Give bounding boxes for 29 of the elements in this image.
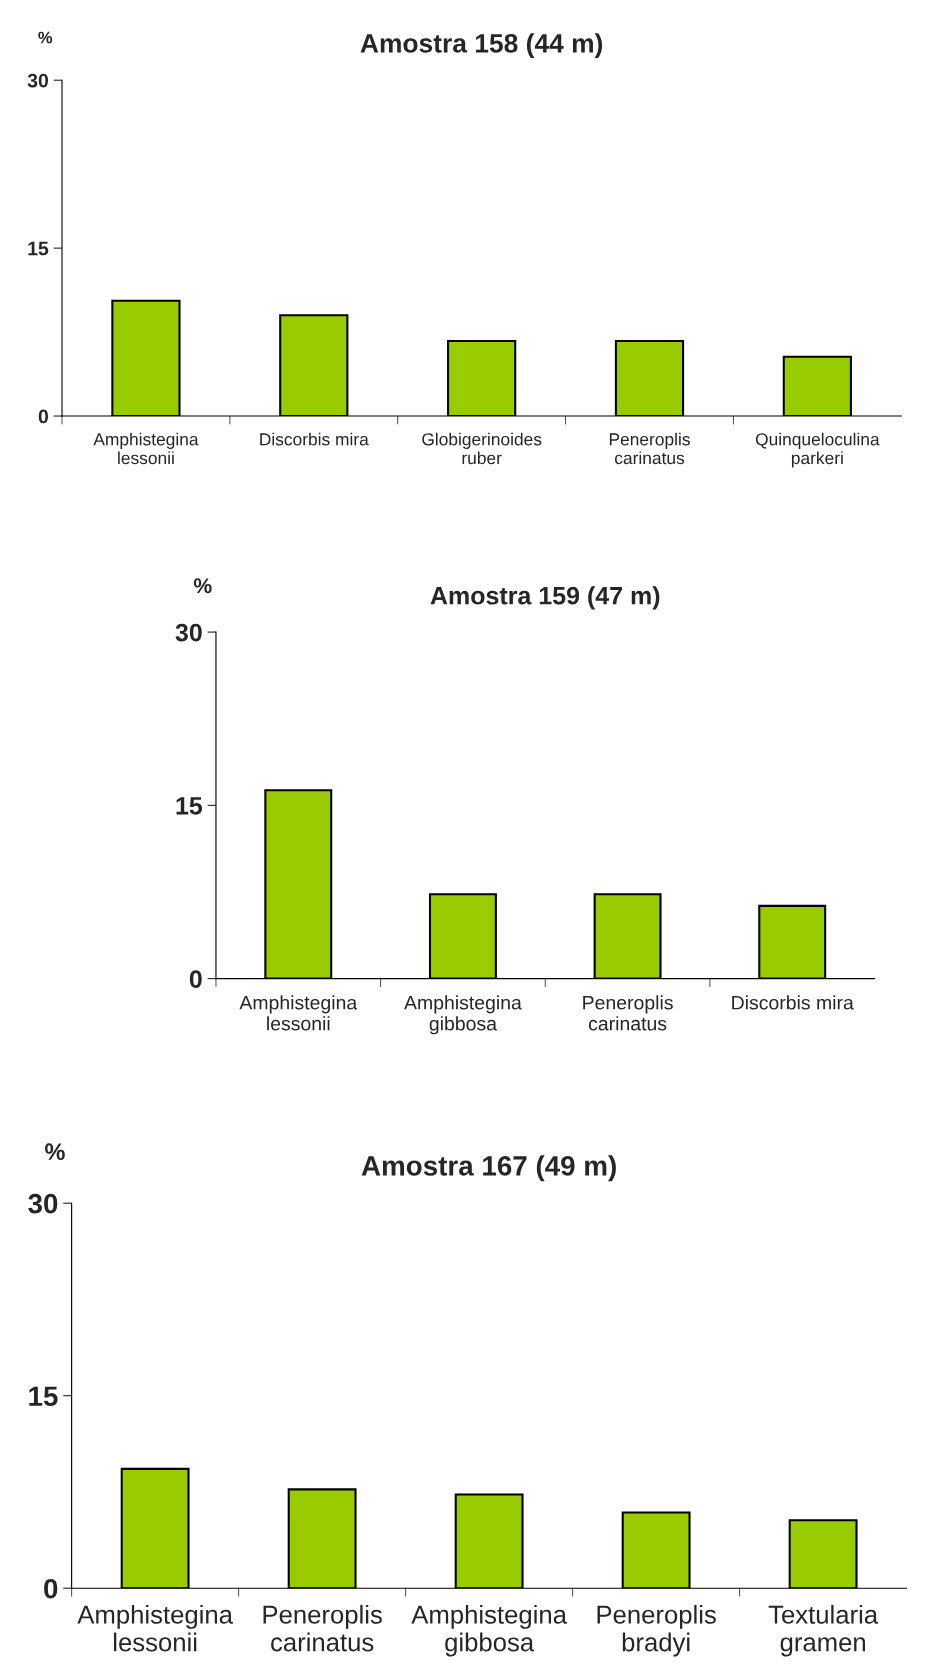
x-tick-label: Peneroplis carinatus bbox=[583, 995, 673, 1031]
x-tick-label: Amphistegina lessonii bbox=[239, 995, 358, 1031]
y-axis-title: % bbox=[45, 1143, 65, 1160]
x-tick-label: Amphistegina lessonii bbox=[77, 1604, 233, 1652]
chart-title: Amostra 159 (47 m) bbox=[430, 586, 660, 610]
chart-title: Amostra 167 (49 m) bbox=[361, 1155, 616, 1182]
x-tick-label: Quinqueloculina parkeri bbox=[755, 432, 880, 468]
y-tick-label: 0 bbox=[189, 970, 202, 988]
x-tick-label: Discorbis mira bbox=[260, 432, 369, 446]
y-tick-label: 15 bbox=[29, 1386, 58, 1407]
x-tick-label: Amphistegina gibbosa bbox=[404, 995, 522, 1035]
x-tick-label: Amphistegina gibbosa bbox=[411, 1604, 567, 1657]
y-tick-label: 0 bbox=[44, 1578, 58, 1599]
x-tick-label: Peneroplis carinatus bbox=[263, 1604, 382, 1652]
y-axis-title: % bbox=[38, 31, 53, 44]
y-tick-label: 0 bbox=[38, 409, 49, 424]
y-tick-label: 15 bbox=[176, 797, 203, 815]
y-tick-label: 30 bbox=[175, 623, 202, 642]
y-axis-title: % bbox=[193, 578, 212, 594]
x-tick-label: Peneroplis bradyi bbox=[597, 1604, 716, 1657]
x-tick-label: Amphistegina lessonii bbox=[93, 432, 199, 465]
chart-title: Amostra 158 (44 m) bbox=[360, 33, 603, 58]
y-tick-label: 30 bbox=[28, 1193, 58, 1214]
x-tick-label: Textularia gramen bbox=[768, 1604, 879, 1657]
x-tick-label: Discorbis mira bbox=[732, 995, 854, 1010]
y-tick-label: 15 bbox=[28, 241, 49, 256]
x-tick-label: Globigerinoides ruber bbox=[422, 432, 542, 465]
y-tick-label: 30 bbox=[27, 73, 49, 88]
x-tick-label: Peneroplis carinatus bbox=[609, 432, 690, 465]
